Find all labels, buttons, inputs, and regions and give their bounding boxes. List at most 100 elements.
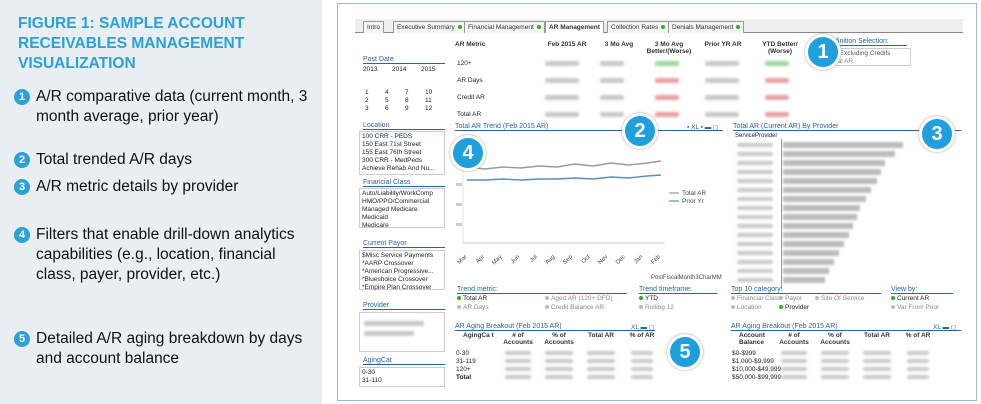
provider-bar (783, 151, 895, 157)
aging-table-1-title: AR Aging Breakout (Feb 2015 AR) (455, 323, 655, 331)
aging-table-2-title: AR Aging Breakout (Feb 2015 AR) (731, 323, 961, 331)
financial-class-item[interactable]: Auto/Liability/WorkComp (362, 190, 434, 197)
top10-site-of-service[interactable]: Site Of Service (815, 295, 864, 302)
trend-metric-credit-balance[interactable]: Credit Balance AR (545, 304, 604, 311)
trend-metric-aged-ar[interactable]: Aged AR (120+ DFD) (545, 295, 613, 302)
year-2013[interactable]: 2013 (363, 66, 378, 73)
metrics-change-blur (765, 95, 789, 100)
tab-collection-rates[interactable]: Collection Rates (607, 21, 670, 33)
top10-payor[interactable]: Payor (779, 295, 802, 302)
payor-item[interactable]: *American Progressive... (362, 268, 434, 275)
legend-total-ar: Total AR (682, 190, 707, 197)
provider-list[interactable] (359, 312, 445, 352)
aging-header: # of Accounts (779, 332, 809, 346)
location-item[interactable]: 150 East 71st Street (362, 141, 421, 148)
tab-ar-management[interactable]: AR Management (545, 21, 604, 33)
provider-label-blur (737, 206, 773, 210)
trend-metric-ar-days[interactable]: AR Days (457, 304, 489, 311)
view-by-var-from-prior[interactable]: Var From Prior (891, 304, 939, 311)
payor-item[interactable]: *Empire Plan Crossover (362, 284, 432, 291)
financial-class-item[interactable]: Managed Medicare (362, 206, 418, 213)
metrics-row-label: Credit AR (457, 94, 485, 101)
top10-financial-class[interactable]: Financial Class (731, 295, 781, 302)
aging-value-blur (545, 359, 573, 363)
financial-class-item[interactable]: HMO/PPO/Commercial (362, 198, 430, 205)
trend-metric-total-ar[interactable]: Total AR (457, 295, 487, 302)
month-9[interactable]: 9 (405, 105, 409, 112)
tab-executive-summary[interactable]: Executive Summary (393, 21, 466, 33)
month-11[interactable]: 11 (425, 97, 432, 104)
top10-location[interactable]: Location (731, 304, 762, 311)
month-4[interactable]: 4 (385, 89, 389, 96)
aging-table-2-toolbar-icon[interactable]: XL ▬ ◻ (933, 324, 957, 331)
trend-x-tick: Jul (529, 254, 539, 264)
aging-value-blur (545, 367, 573, 371)
month-2[interactable]: 2 (365, 97, 369, 104)
aging-header: Total AR (588, 332, 614, 339)
current-payor-list[interactable]: $Misc Service Payments *AARP Crossover *Am… (359, 250, 445, 291)
aging-value-blur (631, 367, 653, 371)
tab-denials-management[interactable]: Denials Management (668, 21, 745, 33)
month-5[interactable]: 5 (385, 97, 389, 104)
month-7[interactable]: 7 (405, 89, 409, 96)
metrics-change-blur (765, 78, 789, 83)
view-by-current-ar[interactable]: Current AR (891, 295, 929, 302)
year-2014[interactable]: 2014 (392, 66, 407, 73)
financial-class-item[interactable]: Medicaid (362, 214, 389, 221)
payor-item[interactable]: $Misc Service Payments (362, 252, 434, 259)
metrics-header: 3 Mo Avg Better/(Worse) (646, 41, 692, 55)
trend-x-tick: Aug (545, 254, 557, 266)
metrics-row-label: AR Days (457, 77, 483, 84)
aging-header: % of Accounts (820, 332, 850, 346)
payor-item[interactable]: *Blueshoice Crossover (362, 276, 428, 283)
definition-list[interactable]: AR Excluding Credits Total AR (825, 48, 911, 66)
year-2015[interactable]: 2015 (421, 66, 436, 73)
month-6[interactable]: 6 (385, 105, 389, 112)
definition-item-1[interactable]: AR Excluding Credits (829, 50, 891, 57)
financial-class-item[interactable]: Medicare (362, 222, 389, 229)
provider-label-blur (737, 224, 773, 228)
trend-chart-toolbar-icon[interactable]: ▪ XL ▪ ▬ ◻ (687, 124, 719, 131)
metrics-header: Prior YR AR (704, 41, 742, 48)
legend-item-3: 3 A/R metric details by provider (14, 177, 316, 197)
month-3[interactable]: 3 (365, 105, 369, 112)
aging-table-1-toolbar-icon[interactable]: XL ▬ ◻ (631, 324, 655, 331)
month-1[interactable]: 1 (365, 89, 369, 96)
location-list[interactable]: 100 CRR - PEDS 150 East 71st Street 155 Ea… (359, 131, 445, 175)
definition-item-2[interactable]: Total AR (829, 58, 854, 65)
aging-row-label: 31-119 (456, 358, 476, 365)
agingcat-item[interactable]: 31-110 (362, 377, 382, 384)
location-item[interactable]: 100 CRR - PEDS (362, 133, 413, 140)
provider-bar (783, 250, 839, 256)
timeframe-rolling-12[interactable]: Rolling 12 (639, 304, 674, 311)
trend-x-axis-label: PostFiscalMonth3CharMM (651, 275, 722, 281)
tab-intro[interactable]: Intro (363, 21, 385, 33)
callout-3: 3 (919, 116, 955, 152)
location-item[interactable]: 155 East 76th Street (362, 149, 422, 156)
trend-x-tick: Nov (597, 254, 609, 266)
aging-value-blur (907, 359, 929, 363)
provider-label-blur (737, 161, 773, 165)
location-item[interactable]: 300 CRR - MedPeds (362, 157, 422, 164)
metrics-header: YTD Better/ (Worse) (762, 41, 798, 55)
aging-value-blur (821, 375, 849, 379)
month-12[interactable]: 12 (425, 105, 433, 112)
location-item[interactable]: Achieve Rehab And Nu... (362, 165, 435, 172)
legend-item-5: 5 Detailed A/R aging breakdown by days an… (14, 329, 316, 369)
metrics-change-blur (655, 95, 679, 100)
agingcat-item[interactable]: 0-30 (362, 369, 376, 376)
provider-bar (783, 196, 867, 202)
trend-line-total-ar (466, 160, 662, 170)
timeframe-ytd[interactable]: YTD (639, 295, 658, 302)
month-10[interactable]: 10 (425, 89, 433, 96)
top10-provider[interactable]: Provider (779, 304, 809, 311)
trend-x-tick: Mar (457, 254, 469, 266)
month-8[interactable]: 8 (405, 97, 409, 104)
payor-item[interactable]: *AARP Crossover (362, 260, 414, 267)
metrics-value-blur (545, 78, 579, 83)
agingcat-list[interactable]: 0-30 31-110 (359, 367, 445, 387)
metrics-value-blur (545, 95, 579, 100)
aging-header: Account Balance (739, 332, 765, 346)
financial-class-list[interactable]: Auto/Liability/WorkComp HMO/PPO/Commercia… (359, 188, 445, 229)
tab-financial-management[interactable]: Financial Management (464, 21, 545, 33)
